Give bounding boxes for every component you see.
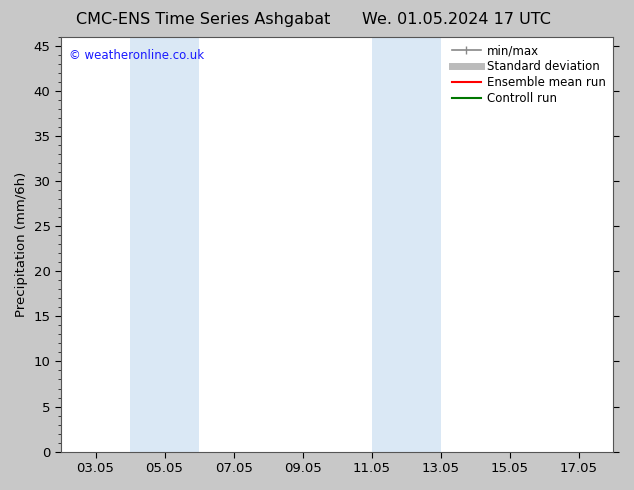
Legend: min/max, Standard deviation, Ensemble mean run, Controll run: min/max, Standard deviation, Ensemble me… — [447, 40, 611, 110]
Text: CMC-ENS Time Series Ashgabat: CMC-ENS Time Series Ashgabat — [75, 12, 330, 27]
Text: We. 01.05.2024 17 UTC: We. 01.05.2024 17 UTC — [362, 12, 551, 27]
Bar — [372, 37, 441, 452]
Bar — [130, 37, 199, 452]
Text: © weatheronline.co.uk: © weatheronline.co.uk — [69, 49, 204, 63]
Y-axis label: Precipitation (mm/6h): Precipitation (mm/6h) — [15, 172, 28, 317]
